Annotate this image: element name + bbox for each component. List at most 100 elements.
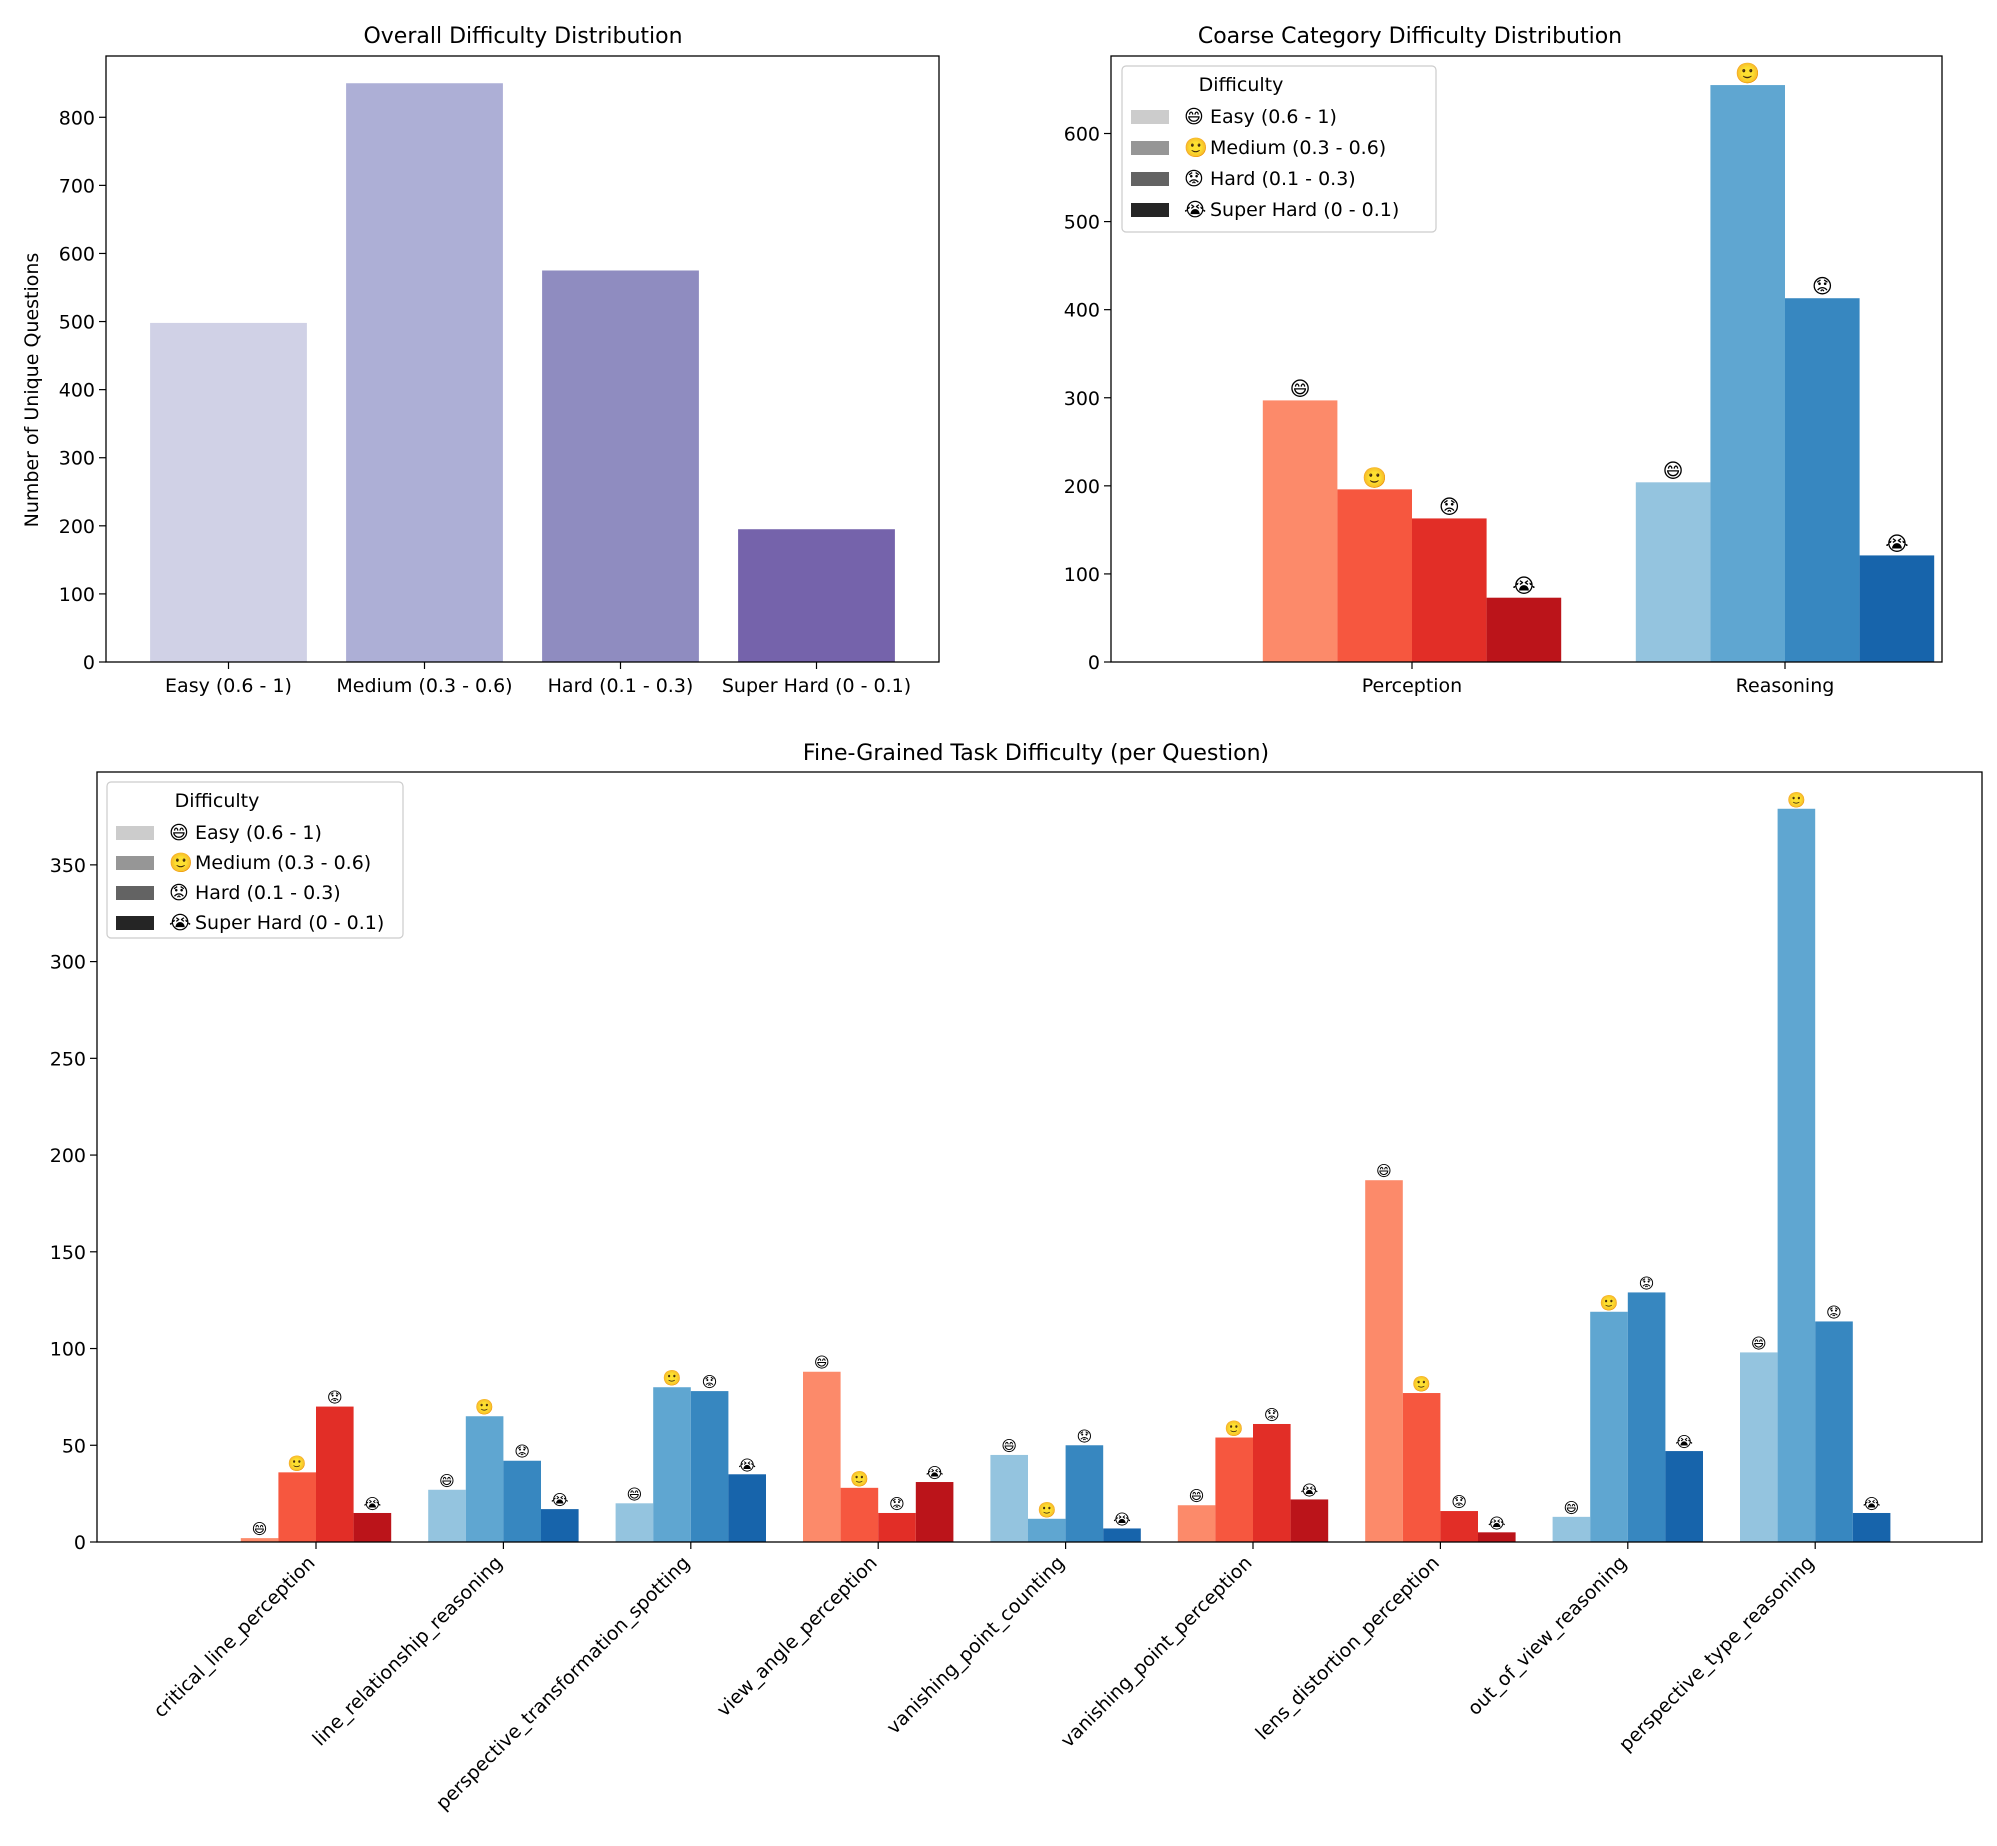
difficulty-emoji: 😟: [514, 1443, 530, 1461]
legend-label: Super Hard (0 - 0.1): [195, 912, 384, 934]
bar: [615, 1503, 654, 1542]
y-tick-label: 300: [50, 952, 86, 974]
difficulty-emoji: 😭: [1675, 1433, 1693, 1451]
bar: [840, 1487, 879, 1542]
fine-grained-task-chart: Fine-Grained Task Difficulty (per Questi…: [50, 741, 1983, 1815]
y-tick-label: 200: [1064, 476, 1100, 498]
chart-title: Fine-Grained Task Difficulty (per Questi…: [803, 741, 1269, 766]
legend-label: Hard (0.1 - 0.3): [195, 882, 341, 904]
legend-label: Hard (0.1 - 0.3): [1210, 168, 1356, 190]
y-tick-label: 250: [50, 1048, 86, 1070]
bar: [1590, 1311, 1628, 1542]
bar: [503, 1460, 541, 1542]
difficulty-emoji: 😭: [364, 1495, 382, 1513]
legend-swatch: [1131, 172, 1169, 186]
bar: [1262, 400, 1338, 662]
bar: [915, 1482, 954, 1542]
legend-icon: 😄: [169, 822, 189, 844]
bar: [1402, 1393, 1441, 1542]
bar: [1859, 555, 1935, 662]
bar: [728, 1474, 766, 1542]
x-tick-label: Reasoning: [1736, 675, 1835, 697]
plot-frame: [1110, 55, 1943, 663]
difficulty-emoji: 😭: [926, 1464, 944, 1482]
difficulty-emoji: 😭: [1488, 1514, 1506, 1532]
x-tick-label: vanishing_point_counting: [882, 1552, 1069, 1739]
x-tick-label: vanishing_point_perception: [1057, 1552, 1257, 1752]
bar: [1665, 1451, 1703, 1542]
y-axis-label: Number of Unique Questions: [21, 253, 43, 528]
bar: [428, 1489, 466, 1542]
bar: [878, 1512, 916, 1542]
difficulty-emoji: 🙂: [288, 1454, 307, 1472]
difficulty-emoji: 😭: [551, 1491, 569, 1509]
difficulty-emoji: 😭: [1863, 1495, 1881, 1513]
bar: [1215, 1437, 1253, 1542]
difficulty-emoji: 😄: [1290, 376, 1311, 400]
y-tick-label: 500: [59, 312, 95, 334]
difficulty-emoji: 🙂: [1225, 1420, 1244, 1438]
bar: [1103, 1528, 1141, 1542]
difficulty-emoji: 😭: [1512, 574, 1535, 598]
difficulty-emoji: 😟: [1077, 1427, 1093, 1445]
x-tick-label: Super Hard (0 - 0.1): [722, 675, 911, 697]
legend-title: Difficulty: [1199, 74, 1284, 96]
bar: [1177, 1505, 1216, 1542]
bar: [1710, 85, 1785, 662]
bar: [1777, 808, 1816, 1542]
difficulty-emoji: 🙂: [850, 1470, 869, 1488]
bar: [346, 83, 503, 662]
difficulty-emoji: 😟: [1439, 494, 1460, 518]
difficulty-emoji: 🙂: [1362, 465, 1387, 489]
y-tick-label: 100: [50, 1339, 86, 1361]
chart-title: Coarse Category Difficulty Distribution: [1198, 24, 1622, 49]
difficulty-emoji: 😟: [1451, 1493, 1467, 1511]
difficulty-emoji: 😄: [814, 1354, 830, 1372]
y-tick-label: 600: [1064, 124, 1100, 146]
difficulty-emoji: 😟: [889, 1495, 905, 1513]
legend-label: Easy (0.6 - 1): [195, 822, 322, 844]
y-tick-label: 350: [50, 855, 86, 877]
difficulty-emoji: 😄: [627, 1485, 643, 1503]
y-tick-label: 0: [83, 652, 95, 674]
x-tick-label: view_angle_perception: [713, 1552, 882, 1721]
legend-box: [1121, 65, 1437, 233]
difficulty-emoji: 🙂: [1787, 791, 1806, 809]
bar: [1785, 298, 1860, 662]
bar: [803, 1371, 841, 1542]
bar: [150, 322, 307, 662]
difficulty-emoji: 😄: [252, 1520, 268, 1538]
bar: [1552, 1516, 1591, 1542]
legend: Difficulty 😄 Easy (0.6 - 1)🙂 Medium (0.3 - …: [106, 781, 404, 939]
bar: [1253, 1423, 1291, 1542]
difficulty-emoji: 😄: [1663, 458, 1684, 482]
difficulty-emoji: 😟: [1639, 1274, 1655, 1292]
bar: [1028, 1518, 1066, 1542]
bar: [465, 1416, 504, 1542]
x-tick-label: critical_line_perception: [149, 1552, 319, 1722]
bar: [316, 1406, 354, 1542]
bar: [1635, 482, 1711, 662]
legend-icon: 🙂: [1184, 137, 1208, 159]
difficulty-emoji: 😭: [738, 1456, 756, 1474]
difficulty-emoji: 😟: [1264, 1406, 1280, 1424]
legend-label: Easy (0.6 - 1): [1210, 106, 1337, 128]
legend-icon: 😄: [1184, 106, 1204, 128]
difficulty-emoji: 😭: [1301, 1481, 1319, 1499]
legend-icon: 🙂: [169, 852, 193, 874]
x-tick-label: Easy (0.6 - 1): [165, 675, 292, 697]
x-tick-label: Medium (0.3 - 0.6): [336, 675, 512, 697]
bar: [653, 1387, 691, 1542]
difficulty-emoji: 😟: [1812, 274, 1833, 298]
difficulty-emoji: 😄: [1751, 1334, 1767, 1352]
legend-box: [106, 781, 404, 939]
difficulty-emoji: 😟: [327, 1389, 343, 1407]
bar: [1365, 1180, 1403, 1542]
y-tick-label: 300: [1064, 388, 1100, 410]
bar: [542, 270, 699, 662]
legend-swatch: [116, 886, 154, 900]
legend-icon: 😭: [169, 912, 191, 934]
legend-label: Super Hard (0 - 0.1): [1210, 199, 1399, 221]
bar: [278, 1472, 316, 1542]
y-tick-label: 100: [1064, 564, 1100, 586]
